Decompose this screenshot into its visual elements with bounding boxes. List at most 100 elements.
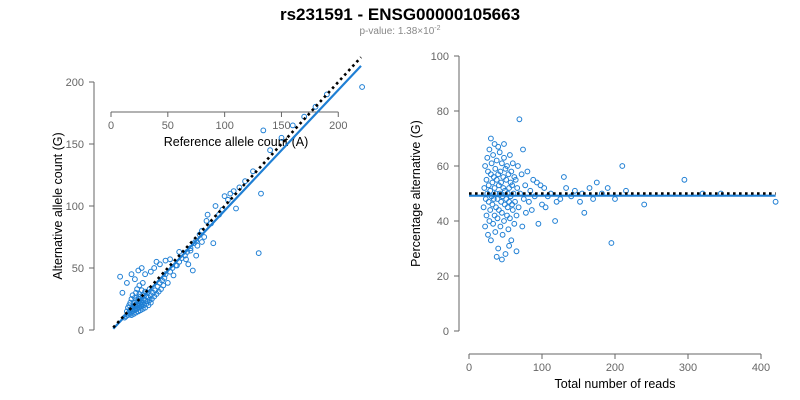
scatter-point — [164, 280, 171, 286]
scatter-points — [480, 116, 779, 263]
scatter-point — [561, 174, 567, 180]
scatter-point — [508, 237, 515, 244]
scatter-point — [534, 179, 540, 186]
scatter-point — [493, 204, 499, 211]
scatter-point — [641, 201, 648, 208]
scatter-point — [170, 272, 177, 279]
scatter-point — [489, 201, 496, 208]
scatter-point — [176, 249, 183, 255]
scatter-point — [612, 196, 618, 202]
scatter-point — [124, 280, 130, 286]
scatter-point — [619, 163, 626, 169]
y-tick-label: 200 — [66, 77, 84, 89]
scatter-point — [492, 229, 499, 235]
scatter-point — [132, 276, 138, 283]
scatter-point — [359, 84, 366, 90]
subtitle-exponent: -2 — [434, 25, 440, 32]
scatter-point — [162, 257, 169, 264]
scatter-point — [502, 165, 509, 172]
scatter-point — [506, 185, 513, 191]
scatter-point — [504, 204, 511, 211]
scatter-point — [487, 187, 494, 194]
scatter-point — [507, 179, 514, 186]
scatter-point — [515, 204, 522, 211]
scatter-point — [174, 262, 180, 269]
scatter-point — [581, 209, 588, 216]
scatter-point — [490, 152, 497, 158]
scatter-point — [147, 268, 154, 275]
scatter-point — [519, 223, 526, 230]
scatter-point — [509, 201, 515, 208]
scatter-point — [480, 204, 487, 211]
scatter-point — [499, 256, 505, 263]
scatter-point — [509, 182, 515, 189]
scatter-point — [511, 220, 518, 227]
scatter-point — [485, 168, 491, 175]
x-tick-label: 0 — [466, 362, 472, 374]
reference-line — [112, 56, 362, 329]
y-tick-label: 150 — [66, 139, 84, 151]
scatter-panel-allele-counts: 0 50 100 150 200 Reference allele count (A) 0 5… — [51, 56, 366, 337]
scatter-point — [142, 271, 149, 278]
scatter-point — [772, 198, 779, 205]
scatter-point — [267, 147, 274, 154]
scatter-point — [160, 282, 167, 289]
scatter-point — [530, 176, 537, 183]
scatter-point — [504, 212, 510, 219]
scatter-point — [500, 185, 507, 191]
scatter-point — [485, 198, 492, 205]
scatter-point — [503, 196, 510, 202]
scatter-point — [506, 198, 513, 205]
scatter-point — [199, 239, 205, 245]
scatter-point — [492, 165, 499, 172]
subtitle-pvalue: p-value: 1.38×10 — [359, 26, 434, 37]
scatter-point — [552, 218, 558, 224]
scatter-point — [183, 256, 189, 263]
scatter-point — [512, 198, 518, 205]
scatter-point — [485, 182, 492, 189]
scatter-point — [563, 185, 569, 191]
scatter-point — [491, 141, 498, 147]
scatter-point — [494, 215, 501, 222]
scatter-point — [167, 256, 174, 263]
x-tick-label: 100 — [533, 362, 551, 374]
scatter-point — [482, 163, 489, 169]
scatter-point — [157, 261, 163, 268]
x-axis-title: Reference allele count (A) — [164, 135, 309, 149]
scatter-point — [201, 234, 208, 240]
scatter-point — [520, 146, 526, 153]
scatter-point — [507, 215, 513, 222]
x-tick-label: 100 — [215, 120, 233, 132]
y-tick-label: 100 — [66, 201, 84, 213]
scatter-point — [194, 242, 201, 249]
y-tick-label: 60 — [437, 161, 449, 173]
scatter-point — [505, 226, 512, 233]
scatter-point — [482, 223, 489, 230]
x-axis: 0 100 200 300 400 Total number of reads — [466, 353, 770, 391]
scatter-point — [586, 185, 593, 191]
scatter-point — [523, 209, 529, 216]
scatter-point — [681, 176, 688, 183]
y-axis-title: Alternative allele count (G) — [51, 132, 65, 279]
figure-subtitle: p-value: 1.38×10-2 — [359, 25, 440, 37]
x-axis: 0 50 100 150 200 Reference allele count (A) — [108, 111, 347, 149]
regression-line — [112, 65, 362, 330]
scatter-point — [497, 168, 504, 175]
scatter-point — [522, 182, 529, 189]
scatter-point — [553, 198, 560, 205]
scatter-point — [501, 218, 507, 224]
scatter-point — [501, 154, 507, 161]
scatter-point — [590, 196, 596, 202]
scatter-point — [542, 204, 549, 211]
scatter-point — [486, 146, 493, 153]
scatter-point — [572, 187, 578, 194]
scatter-point — [147, 299, 154, 306]
scatter-point — [516, 116, 523, 123]
y-tick-label: 0 — [443, 326, 449, 338]
x-axis-title: Total number of reads — [555, 377, 676, 391]
scatter-point — [487, 207, 494, 213]
scatter-point — [486, 218, 493, 224]
scatter-point — [210, 240, 217, 247]
scatter-point — [488, 160, 495, 167]
scatter-point — [221, 193, 228, 200]
